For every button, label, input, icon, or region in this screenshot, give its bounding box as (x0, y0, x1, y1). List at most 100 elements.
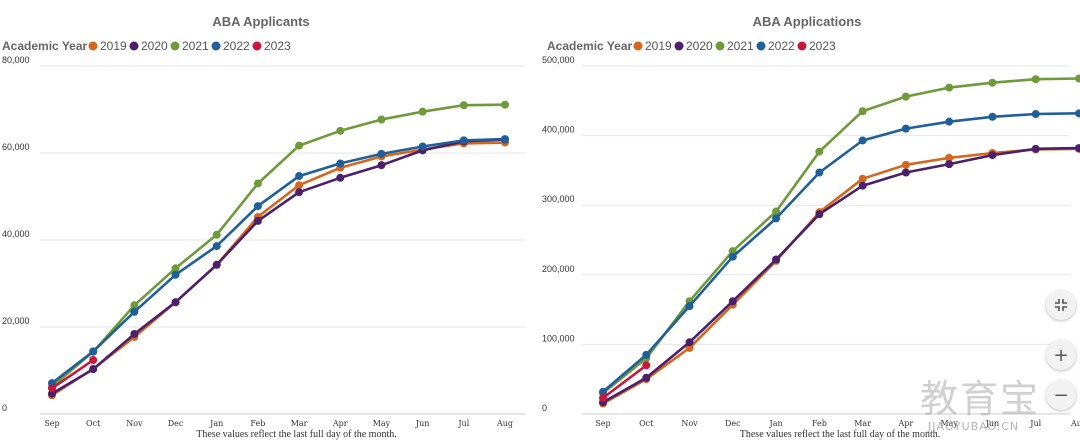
collapse-icon[interactable] (1046, 290, 1076, 320)
data-point-2020-Apr[interactable] (336, 173, 345, 182)
data-point-2020-Oct[interactable] (642, 373, 651, 382)
x-tick-label: Jan (769, 419, 783, 428)
data-point-2022-Aug[interactable] (501, 135, 509, 144)
data-point-2023-Sep[interactable] (599, 393, 607, 402)
legend-item-2023[interactable]: 2023 (809, 39, 836, 53)
data-point-2022-Oct[interactable] (642, 350, 651, 359)
legend-item-2019[interactable]: 2019 (100, 39, 127, 53)
data-point-2022-Nov[interactable] (130, 307, 139, 316)
data-point-2023-Oct[interactable] (89, 356, 98, 365)
x-tick-label: Oct (639, 419, 654, 428)
data-point-2021-Jan[interactable] (772, 207, 781, 216)
data-point-2022-Apr[interactable] (336, 159, 345, 168)
y-tick-label: 500,000 (542, 55, 575, 65)
y-tick-label: 80,000 (2, 55, 30, 65)
applicants-chart-panel: ABA Applicants Academic Year 2019 2020 2021 2… (2, 14, 525, 440)
data-point-2021-Mar[interactable] (858, 107, 867, 116)
data-point-2020-Nov[interactable] (130, 329, 139, 338)
data-point-2022-Jun[interactable] (418, 142, 427, 151)
data-point-2022-May[interactable] (377, 149, 386, 158)
legend-item-2022[interactable]: 2022 (768, 39, 795, 53)
data-point-2020-Aug[interactable] (1075, 144, 1080, 153)
legend-marker-2020 (674, 41, 684, 51)
series-line-2020 (602, 146, 1080, 404)
data-point-2022-Jan[interactable] (212, 242, 221, 251)
data-point-2020-Feb[interactable] (253, 216, 262, 225)
data-point-2021-Aug[interactable] (1075, 74, 1080, 83)
data-point-2022-Nov[interactable] (685, 302, 694, 311)
legend-item-2021[interactable]: 2021 (727, 39, 754, 53)
data-point-2022-Aug[interactable] (1075, 109, 1080, 118)
data-point-2020-Nov[interactable] (685, 338, 694, 347)
data-point-2020-Jan[interactable] (212, 260, 221, 269)
data-point-2022-Mar[interactable] (295, 172, 304, 181)
legend-item-2019[interactable]: 2019 (645, 39, 672, 53)
data-point-2021-Apr[interactable] (336, 126, 345, 135)
data-point-2021-Dec[interactable] (728, 247, 737, 256)
data-point-2021-Jul[interactable] (1031, 75, 1040, 84)
legend-item-2021[interactable]: 2021 (182, 39, 209, 53)
data-point-2020-Dec[interactable] (171, 298, 180, 307)
data-point-2021-Jun[interactable] (988, 78, 997, 87)
x-tick-label: May (373, 419, 391, 428)
data-point-2022-Oct[interactable] (89, 347, 98, 356)
data-point-2022-Apr[interactable] (901, 124, 910, 133)
chart-title: ABA Applications (753, 14, 862, 29)
data-point-2022-Jun[interactable] (988, 112, 997, 121)
data-point-2022-Dec[interactable] (728, 252, 737, 261)
data-point-2020-Dec[interactable] (728, 297, 737, 306)
data-point-2019-Apr[interactable] (901, 160, 910, 169)
data-point-2022-Mar[interactable] (858, 136, 867, 145)
data-point-2019-Nov[interactable] (685, 343, 694, 352)
legend-item-2020[interactable]: 2020 (686, 39, 713, 53)
legend-marker-2019 (88, 41, 98, 51)
data-point-2021-Mar[interactable] (295, 141, 304, 150)
legend-marker-2023 (252, 41, 262, 51)
data-point-2020-Oct[interactable] (89, 365, 98, 374)
data-point-2021-Jul[interactable] (459, 101, 468, 110)
data-point-2019-May[interactable] (945, 153, 954, 162)
x-tick-label: Jun (415, 419, 430, 428)
zoom-in-button[interactable]: + (1046, 340, 1076, 370)
data-point-2019-Mar[interactable] (295, 181, 304, 190)
data-point-2021-Dec[interactable] (171, 264, 180, 273)
data-point-2022-Feb[interactable] (253, 202, 262, 211)
data-point-2020-Feb[interactable] (815, 210, 824, 219)
data-point-2020-Apr[interactable] (901, 168, 910, 177)
data-point-2021-May[interactable] (945, 83, 954, 92)
data-point-2023-Sep[interactable] (48, 384, 56, 393)
data-point-2022-Sep[interactable] (599, 387, 607, 396)
data-point-2020-Jul[interactable] (1031, 144, 1040, 153)
data-point-2022-Jul[interactable] (1031, 110, 1040, 119)
data-point-2022-Dec[interactable] (171, 270, 180, 279)
data-point-2022-Jan[interactable] (772, 214, 781, 223)
data-point-2020-Mar[interactable] (295, 188, 304, 197)
data-point-2022-Feb[interactable] (815, 168, 824, 177)
y-tick-label: 60,000 (2, 142, 30, 152)
legend-item-2023[interactable]: 2023 (264, 39, 291, 53)
legend-item-2022[interactable]: 2022 (223, 39, 250, 53)
data-point-2023-Oct[interactable] (642, 361, 651, 370)
data-point-2021-Jun[interactable] (418, 107, 427, 116)
data-point-2021-Feb[interactable] (253, 179, 262, 188)
data-point-2022-May[interactable] (945, 117, 954, 126)
data-point-2021-Apr[interactable] (901, 92, 910, 101)
data-point-2021-Feb[interactable] (815, 147, 824, 156)
data-point-2021-Nov[interactable] (130, 301, 139, 310)
data-point-2021-May[interactable] (377, 115, 386, 124)
legend-title: Academic Year (547, 39, 633, 53)
data-point-2020-May[interactable] (377, 161, 386, 170)
zoom-out-button[interactable]: − (1046, 380, 1076, 410)
data-point-2021-Jan[interactable] (212, 230, 221, 239)
data-point-2019-Mar[interactable] (858, 174, 867, 183)
data-point-2021-Aug[interactable] (501, 100, 509, 109)
data-point-2020-May[interactable] (945, 160, 954, 169)
data-point-2020-Jan[interactable] (772, 255, 781, 264)
legend-marker-2019 (633, 41, 643, 51)
data-point-2020-Mar[interactable] (858, 181, 867, 190)
series-line-2020 (51, 138, 506, 395)
legend-item-2020[interactable]: 2020 (141, 39, 168, 53)
data-point-2022-Jul[interactable] (459, 136, 468, 145)
x-tick-label: Aug (1070, 419, 1080, 428)
data-point-2020-Jun[interactable] (988, 151, 997, 160)
